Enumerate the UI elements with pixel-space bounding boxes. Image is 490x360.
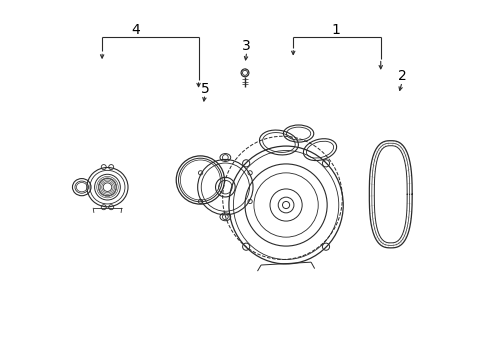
Text: 4: 4 <box>132 23 141 37</box>
Text: 1: 1 <box>332 23 341 37</box>
Text: 2: 2 <box>398 69 407 84</box>
Text: 3: 3 <box>243 39 251 53</box>
Text: 5: 5 <box>200 82 209 96</box>
